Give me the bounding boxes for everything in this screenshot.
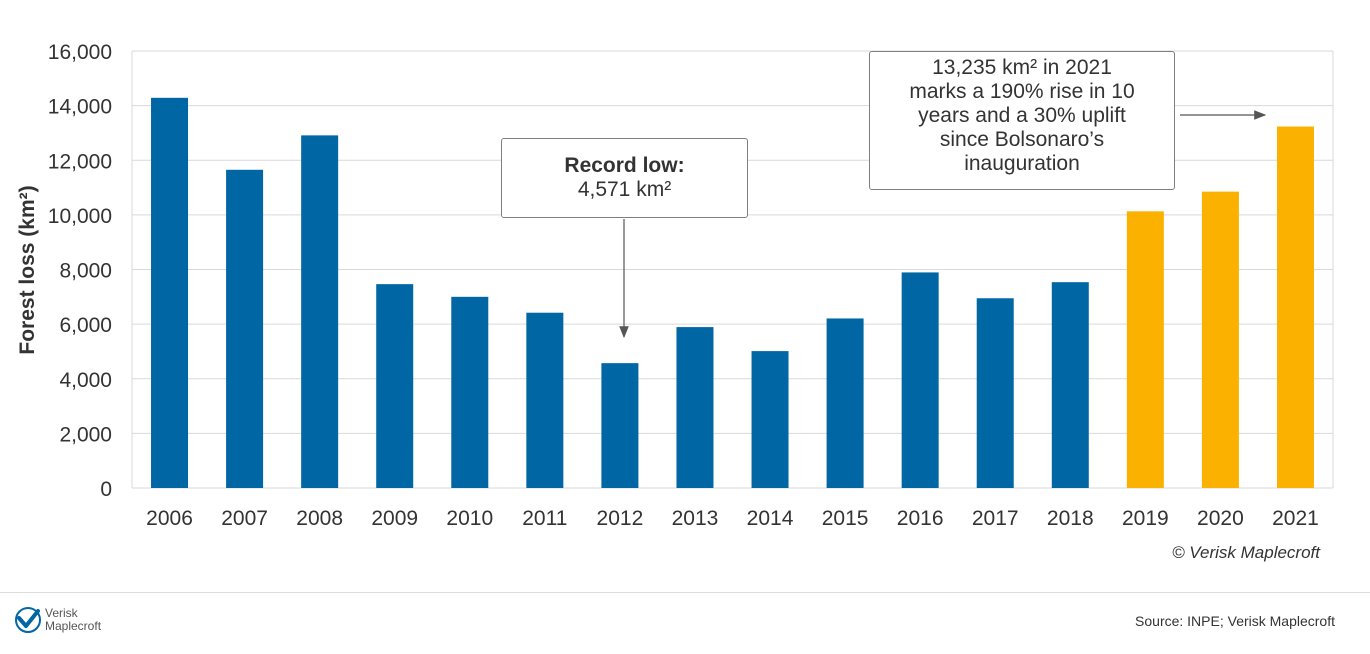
x-tick-label: 2010	[446, 507, 493, 530]
bars	[151, 97, 1314, 489]
bar-2008	[301, 135, 339, 488]
x-tick-label: 2021	[1272, 507, 1319, 530]
y-tick-label: 10,000	[48, 205, 112, 228]
bar-2018	[1051, 282, 1089, 488]
y-axis-label: Forest loss (km²)	[16, 185, 39, 354]
y-tick-label: 12,000	[48, 150, 112, 173]
bar-2007	[226, 169, 264, 489]
y-axis-ticks: 0 2,000 4,000 6,000 8,000 10,000 12,000 14,000 1…	[48, 41, 112, 501]
bar-2009	[376, 284, 414, 488]
annotation-2021-line-3: years and a 30% uplift	[918, 104, 1126, 127]
x-tick-label: 2020	[1197, 507, 1244, 530]
annotation-2021-line-5: inauguration	[964, 152, 1080, 175]
footer-divider	[0, 592, 1370, 593]
x-tick-label: 2018	[1047, 507, 1094, 530]
logo-line-2: Maplecroft	[45, 619, 102, 633]
bar-2011	[526, 312, 564, 488]
x-axis-ticks: 2006 2007 2008 2009 2010 2011 2012 2013 2014 2015…	[146, 507, 1319, 530]
bar-chart: 0 2,000 4,000 6,000 8,000 10,000 12,000 14,000 1…	[16, 41, 1334, 530]
x-tick-label: 2015	[822, 507, 869, 530]
x-tick-label: 2019	[1122, 507, 1169, 530]
verisk-checkmark-icon	[15, 607, 41, 633]
annotation-2021-rise: 13,235 km² in 2021 marks a 190% rise in …	[869, 51, 1175, 190]
bar-2010	[451, 296, 489, 488]
bar-2015	[826, 318, 864, 488]
y-tick-label: 0	[100, 478, 112, 501]
y-tick-label: 8,000	[59, 260, 112, 283]
y-tick-label: 4,000	[59, 369, 112, 392]
source-note: Source: INPE; Verisk Maplecroft	[1135, 613, 1335, 629]
x-tick-label: 2011	[522, 507, 567, 530]
bar-2017	[976, 298, 1014, 488]
x-tick-label: 2017	[972, 507, 1019, 530]
bar-2020	[1201, 191, 1239, 488]
verisk-maplecroft-logo: Verisk Maplecroft	[14, 606, 101, 634]
annotation-record-low: Record low: 4,571 km²	[501, 138, 748, 218]
y-tick-label: 14,000	[48, 96, 112, 119]
x-tick-label: 2012	[597, 507, 644, 530]
bar-2016	[901, 272, 939, 488]
x-tick-label: 2008	[296, 507, 343, 530]
y-tick-label: 16,000	[48, 41, 112, 64]
x-tick-label: 2016	[897, 507, 944, 530]
annotation-record-low-title: Record low:	[564, 154, 685, 177]
bar-2021	[1276, 126, 1314, 488]
x-tick-label: 2007	[221, 507, 268, 530]
copyright-credit: © Verisk Maplecroft	[1172, 543, 1320, 562]
bar-2012	[601, 363, 639, 488]
annotation-2021-line-1: 13,235 km² in 2021	[932, 56, 1112, 79]
bar-2006	[151, 97, 189, 488]
logo-line-1: Verisk	[45, 606, 78, 620]
bar-2014	[751, 351, 789, 488]
x-tick-label: 2009	[371, 507, 418, 530]
bar-2019	[1126, 211, 1164, 488]
annotation-2021-line-4: since Bolsonaro’s	[939, 128, 1105, 151]
y-tick-label: 2,000	[59, 423, 112, 446]
x-tick-label: 2006	[146, 507, 193, 530]
x-tick-label: 2014	[747, 507, 794, 530]
annotation-record-low-value: 4,571 km²	[577, 178, 672, 201]
y-tick-label: 6,000	[59, 314, 112, 337]
x-tick-label: 2013	[672, 507, 719, 530]
annotation-2021-line-2: marks a 190% rise in 10	[909, 80, 1135, 103]
bar-2013	[676, 327, 714, 488]
